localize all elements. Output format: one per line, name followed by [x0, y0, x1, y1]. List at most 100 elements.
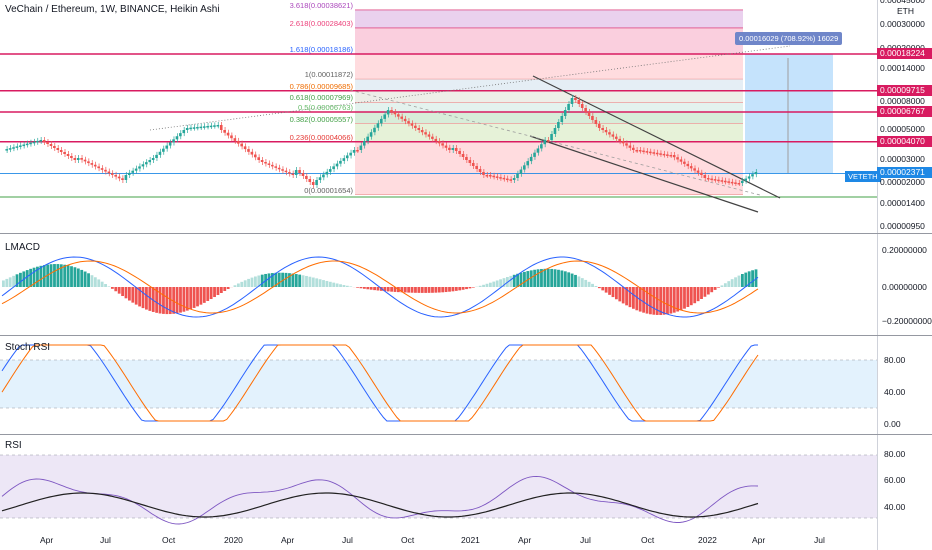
candle-body [591, 116, 594, 120]
candle-body [478, 169, 482, 172]
macd-histogram-bar [356, 287, 359, 288]
macd-histogram-bar [488, 282, 492, 287]
candle-body [93, 164, 97, 167]
lmacd-tick-label: 0.00000000 [882, 282, 927, 292]
macd-histogram-bar [247, 278, 250, 287]
candle-body [145, 162, 148, 165]
macd-histogram-bar [533, 269, 537, 287]
chart-canvas[interactable] [0, 0, 877, 550]
macd-histogram-bar [87, 273, 90, 287]
time-axis-label: Jul [580, 535, 591, 545]
candle-body [8, 148, 12, 150]
candle-body [720, 180, 724, 182]
candle-body [175, 136, 179, 140]
macd-histogram-bar [621, 287, 625, 304]
symbol-title: VeChain / Ethereum, 1W, BINANCE, Heikin … [5, 4, 220, 15]
macd-histogram-bar [250, 277, 254, 287]
price-tag: 0.00006767 [877, 105, 932, 117]
macd-histogram-bar [335, 283, 339, 287]
candle-body [42, 140, 46, 142]
candle-body [25, 143, 29, 146]
candle-body [706, 178, 710, 180]
macd-histogram-bar [526, 271, 530, 287]
candle-body [683, 161, 686, 164]
price-axis[interactable] [877, 0, 932, 550]
candle-body [509, 179, 513, 181]
fib-band [355, 112, 743, 124]
macd-histogram-bar [151, 287, 155, 312]
time-axis-label: Oct [162, 535, 176, 545]
candle-body [482, 172, 485, 175]
time-axis-label: 2022 [698, 535, 717, 545]
candle-body [427, 134, 431, 137]
macd-histogram-bar [73, 267, 77, 287]
macd-histogram-bar [669, 287, 673, 314]
macd-histogram-bar [172, 287, 176, 314]
candle-body [652, 152, 656, 154]
candle-body [495, 176, 499, 178]
candle-body [281, 169, 284, 171]
price-tick-label: 0.00030000 [880, 18, 925, 29]
candle-body [499, 177, 502, 179]
price-tick-label: 0.00003000 [880, 153, 925, 164]
candle-body [407, 121, 410, 124]
macd-histogram-bar [454, 287, 458, 291]
macd-histogram-bar [662, 287, 666, 315]
fib-level-label: 0.382(0.00005557) [289, 114, 353, 124]
price-tag: 0.00018224 [877, 47, 932, 59]
candle-body [632, 147, 635, 150]
macd-histogram-bar [536, 269, 540, 287]
candle-body [301, 173, 305, 176]
macd-histogram-bar [376, 287, 380, 291]
fib-level-label: 0.786(0.00009685) [289, 81, 353, 91]
candle-body [271, 164, 274, 167]
candle-body [604, 130, 608, 133]
macd-histogram-bar [434, 287, 438, 293]
macd-histogram-bar [516, 273, 520, 287]
time-axis-label: Oct [641, 535, 655, 545]
time-axis-label: Jul [342, 535, 353, 545]
candle-body [274, 166, 278, 168]
macd-histogram-bar [706, 287, 710, 295]
macd-histogram-bar [243, 280, 247, 287]
candle-body [693, 168, 696, 171]
macd-histogram-bar [305, 275, 308, 287]
candle-body [366, 136, 369, 142]
macd-histogram-bar [42, 265, 46, 287]
candle-body [168, 142, 172, 146]
measure-callout: 0.00016029 (708.92%) 16029 [735, 32, 843, 45]
macd-histogram-bar [703, 287, 707, 297]
macd-histogram-bar [584, 279, 588, 287]
candle-body [100, 168, 104, 170]
macd-histogram-bar [277, 272, 281, 287]
macd-histogram-bar [563, 271, 567, 287]
candle-body [165, 145, 169, 149]
candle-body [185, 128, 189, 130]
rsi-ma-line [1, 492, 759, 518]
candle-body [737, 183, 741, 185]
candle-body [209, 125, 213, 128]
macd-histogram-bar [226, 287, 230, 290]
macd-line [1, 256, 759, 318]
pane-divider[interactable] [0, 434, 932, 435]
macd-histogram-bar [100, 281, 104, 287]
macd-histogram-bar [219, 287, 223, 293]
candle-body [751, 174, 754, 177]
candle-body [390, 110, 393, 112]
candle-body [39, 140, 43, 142]
macd-histogram-bar [182, 287, 186, 312]
macd-histogram-bar [601, 287, 605, 291]
candle-body [63, 152, 66, 154]
macd-histogram-bar [168, 287, 172, 315]
macd-histogram-bar [104, 284, 107, 287]
rsi-band [0, 455, 877, 518]
candle-body [250, 151, 254, 155]
candle-body [202, 126, 206, 128]
candle-body [240, 143, 243, 147]
pane-divider[interactable] [0, 335, 932, 336]
pane-divider[interactable] [0, 233, 932, 234]
macd-histogram-bar [298, 274, 302, 287]
candle-body [97, 166, 100, 169]
macd-histogram-bar [260, 274, 264, 287]
wedge-upper-line [532, 75, 781, 199]
